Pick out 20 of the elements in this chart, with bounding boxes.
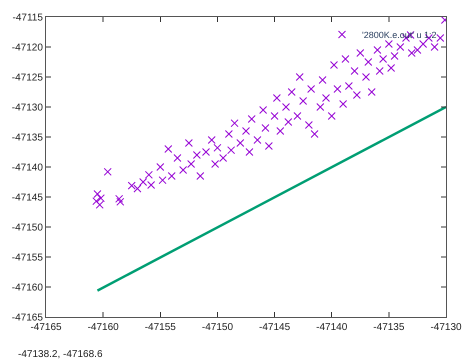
- y-tick-label: -47165: [12, 312, 44, 324]
- y-tick-label: -47150: [12, 222, 44, 234]
- x-tick-label: -47135: [373, 322, 405, 334]
- y-tick-label: -47115: [12, 12, 44, 24]
- x-tick-label: -47145: [259, 322, 291, 334]
- x-tick-label: -47130: [430, 322, 462, 334]
- y-tick-label: -47160: [12, 282, 44, 294]
- y-tick-label: -47135: [12, 132, 44, 144]
- y-tick-label: -47140: [12, 162, 44, 174]
- y-tick-label: -47155: [12, 252, 44, 264]
- y-tick-label: -47130: [12, 102, 44, 114]
- y-tick-label: -47125: [12, 72, 44, 84]
- x-tick-label: -47155: [144, 322, 176, 334]
- text: -47138.2, -47168.6: [18, 349, 103, 359]
- x-tick-label: -47165: [30, 322, 62, 334]
- x-tick-label: -47160: [88, 322, 120, 334]
- x-tick-label: -47150: [202, 322, 234, 334]
- y-tick-label: -47145: [12, 192, 44, 204]
- x-tick-label: -47140: [316, 322, 348, 334]
- y-tick-label: -47120: [12, 42, 44, 54]
